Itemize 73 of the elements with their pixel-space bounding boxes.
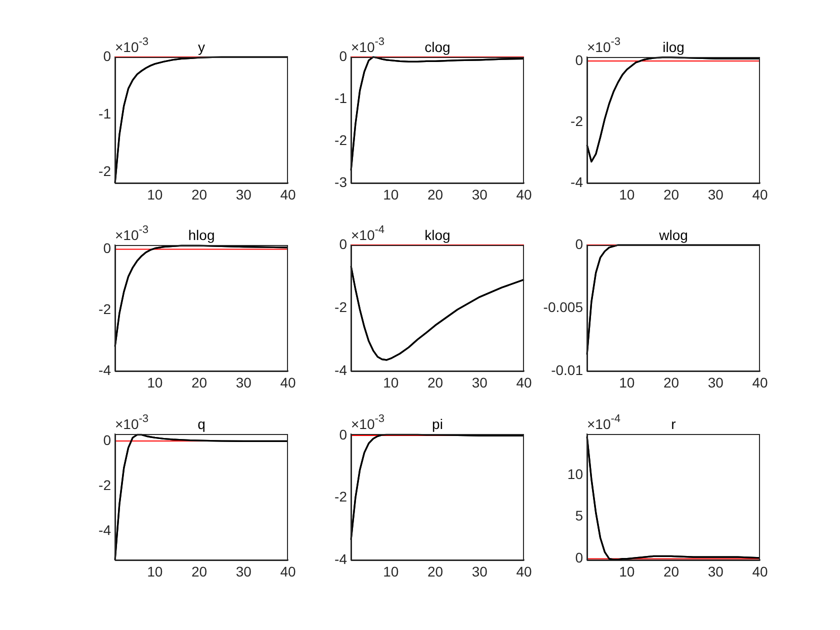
y-tick-label: -4	[334, 362, 348, 378]
x-tick-label: 40	[280, 186, 296, 202]
x-tick-label: 10	[147, 563, 163, 580]
chart-title: pi	[432, 416, 443, 432]
y-tick-label: -4	[570, 174, 584, 190]
y-tick-label: 0	[339, 48, 348, 64]
y-tick-label: -2	[570, 112, 584, 129]
y-tick-label: 0	[103, 432, 112, 448]
x-tick-label: 30	[472, 563, 488, 580]
y-tick-label: -4	[98, 522, 112, 538]
x-tick-label: 20	[663, 563, 680, 580]
x-tick-label: 10	[383, 374, 399, 390]
chart-title: wlog	[658, 227, 688, 243]
x-tick-label: 10	[619, 186, 635, 202]
x-tick-label: 20	[427, 374, 444, 390]
y-tick-label: -0.01	[551, 362, 584, 378]
y-tick-label: -2	[334, 488, 348, 505]
y-tick-label: -4	[334, 550, 348, 567]
x-tick-label: 20	[427, 186, 444, 202]
x-tick-label: 40	[752, 186, 768, 202]
x-tick-label: 30	[708, 186, 724, 202]
y-tick-label: 0	[103, 240, 112, 256]
y-tick-label: -2	[98, 300, 112, 317]
x-tick-label: 10	[619, 563, 635, 580]
y-tick-label: -2	[98, 477, 112, 494]
y-tick-label: -1	[98, 105, 112, 122]
y-tick-label: 0	[575, 550, 584, 566]
chart-title: klog	[424, 227, 450, 243]
y-tick-label: -2	[98, 162, 112, 179]
y-tick-label: -3	[334, 174, 348, 190]
x-tick-label: 10	[147, 186, 163, 202]
x-tick-label: 10	[383, 563, 399, 580]
y-tick-label: 0	[575, 52, 584, 68]
x-tick-label: 20	[427, 563, 444, 580]
x-tick-label: 30	[236, 563, 252, 580]
x-tick-label: 30	[236, 186, 252, 202]
chart-title: clog	[424, 39, 450, 55]
y-tick-label: 0	[339, 236, 348, 252]
x-tick-label: 20	[663, 374, 680, 390]
y-tick-label: -2	[334, 298, 348, 315]
x-tick-label: 10	[147, 374, 163, 390]
x-tick-label: 20	[191, 563, 208, 580]
chart-title: ilog	[662, 39, 684, 55]
x-tick-label: 40	[280, 374, 296, 390]
x-tick-label: 20	[663, 186, 680, 202]
x-tick-label: 10	[619, 374, 635, 390]
x-tick-label: 30	[472, 374, 488, 390]
x-tick-label: 30	[708, 563, 724, 580]
x-tick-label: 40	[280, 563, 296, 580]
x-tick-label: 30	[236, 374, 252, 390]
y-tick-label: -2	[334, 132, 348, 148]
x-tick-label: 20	[191, 374, 208, 390]
y-tick-label: -0.005	[543, 298, 584, 315]
x-tick-label: 40	[752, 563, 768, 580]
x-tick-label: 40	[516, 374, 532, 390]
x-tick-label: 30	[708, 374, 724, 390]
chart-title: q	[198, 416, 206, 432]
x-tick-label: 40	[516, 186, 532, 202]
y-tick-label: -4	[98, 362, 112, 378]
x-tick-label: 10	[383, 186, 399, 202]
x-tick-label: 20	[191, 186, 208, 202]
chart-title: y	[198, 39, 205, 55]
x-tick-label: 40	[516, 563, 532, 580]
y-tick-label: 0	[339, 426, 348, 442]
y-tick-label: 0	[103, 48, 112, 64]
y-tick-label: 5	[575, 508, 584, 524]
y-tick-label: 0	[575, 236, 584, 252]
y-tick-label: -1	[334, 90, 348, 106]
x-tick-label: 40	[752, 374, 768, 390]
y-tick-label: 10	[567, 466, 584, 482]
x-tick-label: 30	[472, 186, 488, 202]
chart-title: hlog	[188, 227, 215, 243]
chart-title: r	[671, 416, 676, 432]
